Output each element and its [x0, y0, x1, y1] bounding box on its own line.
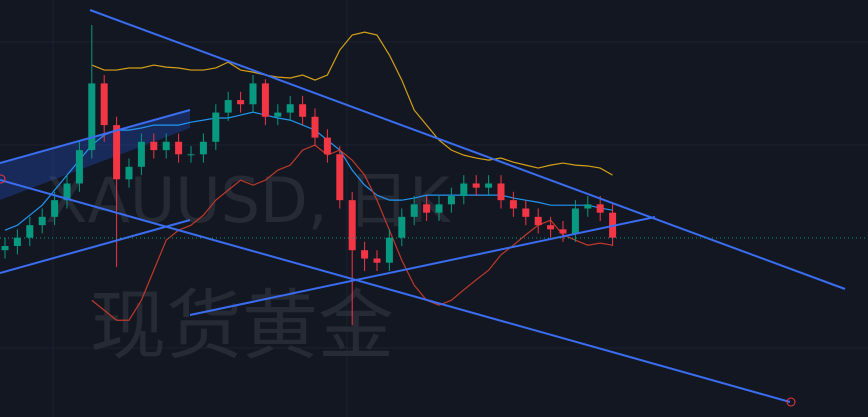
candle-body [13, 237, 21, 247]
candle-body [274, 112, 282, 117]
candle-body [323, 137, 331, 155]
candle-body [435, 204, 443, 213]
candle-body [336, 154, 344, 201]
candle-body [509, 200, 517, 209]
candle-body [51, 200, 59, 217]
candle-body [571, 208, 579, 234]
candle-body [385, 237, 393, 263]
candle-body [261, 83, 269, 117]
trendline [0, 109, 191, 164]
trendline [0, 219, 191, 274]
watermark-symbol: XAUUSD, 日K [45, 164, 451, 237]
candle-body [237, 100, 245, 105]
candle-body [162, 141, 170, 151]
candle-body [1, 246, 9, 251]
candle-body [299, 104, 307, 117]
candle-body [63, 183, 71, 201]
candle-body [559, 229, 567, 234]
candle-body [199, 141, 207, 155]
candle-body [187, 154, 195, 156]
candle-body [125, 166, 133, 180]
candle-body [361, 250, 369, 259]
candle-body [410, 204, 418, 217]
candle-body [113, 125, 121, 180]
candle-body [584, 204, 592, 209]
candle-body [88, 83, 96, 151]
trendlines [0, 9, 846, 403]
candle-body [534, 216, 542, 226]
trendline [89, 9, 846, 290]
candle-body [398, 216, 406, 238]
candle-body [311, 116, 319, 138]
anchor-point [786, 397, 796, 407]
indicator-line [91, 31, 613, 176]
candle-body [286, 104, 294, 113]
candle-body [373, 258, 381, 263]
candle-body [175, 141, 183, 155]
candle-body [423, 204, 431, 213]
candle-body [547, 225, 555, 230]
candle-body [485, 183, 493, 188]
trendline [189, 216, 656, 316]
candle-body [150, 141, 158, 151]
candle-body [348, 200, 356, 251]
candle-body [100, 83, 108, 126]
candle-body [522, 208, 530, 217]
candle-body [249, 83, 257, 105]
candle-body [75, 150, 83, 184]
trendline [0, 179, 791, 403]
plot [1, 25, 617, 326]
candle-body [38, 216, 46, 226]
candle-body [460, 183, 468, 196]
candle-body [497, 183, 505, 201]
candle-body [26, 225, 34, 238]
watermark-name: 现货黄金 [90, 281, 394, 370]
candle-body [472, 183, 480, 188]
candle-body [447, 195, 455, 205]
candle-body [212, 112, 220, 142]
candle-body [596, 204, 604, 213]
candle-body [137, 141, 145, 167]
candle-body [224, 100, 232, 113]
anchor-point [0, 174, 6, 184]
channel-fill [0, 110, 190, 200]
